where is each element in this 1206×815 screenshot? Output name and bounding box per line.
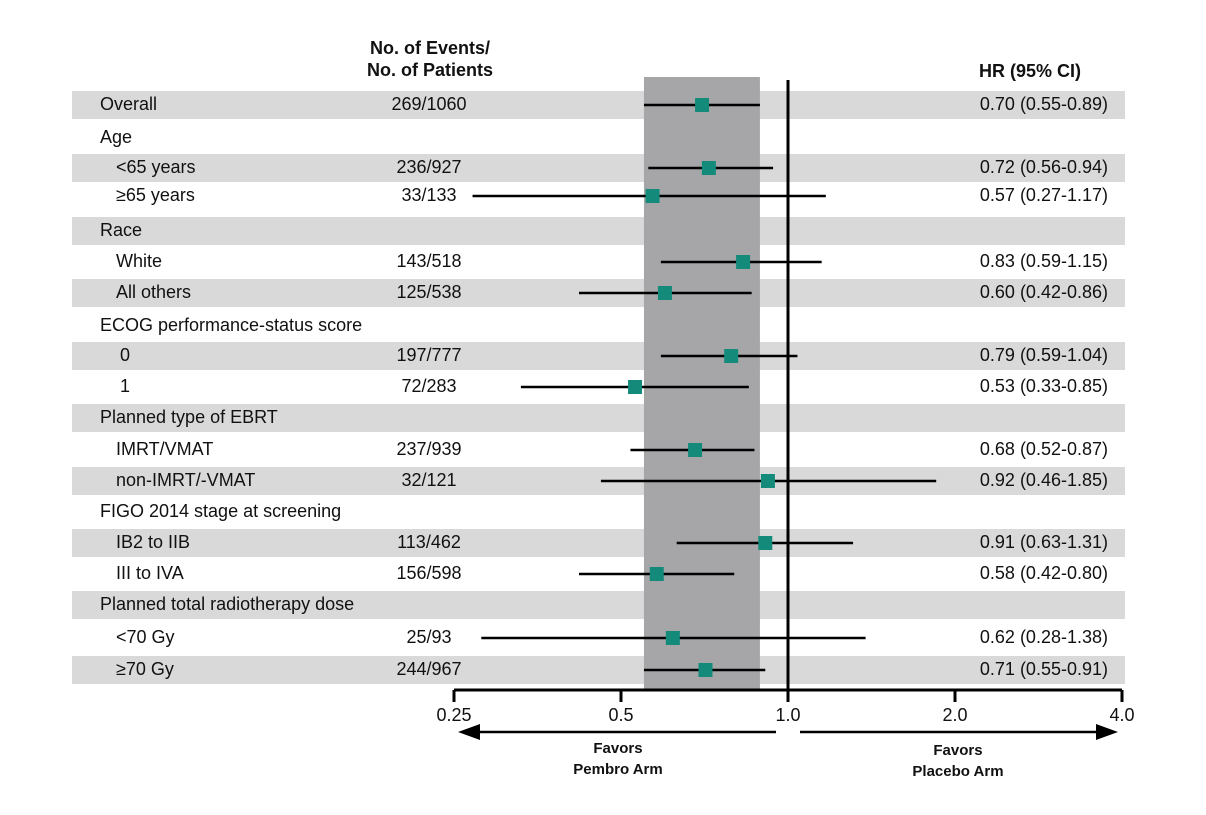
row-band [72, 529, 1125, 557]
events-value: 237/939 [396, 439, 461, 459]
row-band [72, 404, 1125, 432]
overall-ci-region [643, 77, 760, 689]
events-value: 125/538 [396, 282, 461, 302]
row-label: IB2 to IIB [116, 532, 190, 552]
x-tick-label: 4.0 [1109, 705, 1134, 725]
hr-marker [698, 663, 713, 677]
events-header-line2: No. of Patients [366, 60, 493, 80]
events-value: 269/1060 [391, 94, 466, 114]
x-tick-label: 0.5 [608, 705, 633, 725]
events-header-line1: No. of Events/ [369, 38, 490, 58]
row-band [72, 656, 1125, 684]
events-column-header: No. of Events/ No. of Patients [330, 37, 530, 81]
favors-placebo-line2: Placebo Arm [912, 763, 1004, 780]
subgroup-heading: Planned type of EBRT [100, 407, 278, 427]
hr-marker [724, 349, 739, 363]
hr-marker [649, 567, 664, 581]
x-tick-label: 0.25 [436, 705, 471, 725]
subgroup-heading: Planned total radiotherapy dose [100, 594, 354, 614]
hr-ci-value: 0.57 (0.27-1.17) [980, 185, 1108, 205]
hr-marker [665, 631, 680, 645]
hr-marker [695, 98, 710, 112]
row-band [72, 467, 1125, 495]
row-band [72, 217, 1125, 245]
subgroup-heading: Age [100, 127, 132, 147]
favors-placebo-line1: Favors [933, 742, 983, 759]
events-value: 33/133 [401, 185, 456, 205]
row-label: <65 years [116, 157, 196, 177]
row-label: III to IVA [116, 563, 184, 583]
hr-ci-value: 0.79 (0.59-1.04) [980, 345, 1108, 365]
subgroup-heading: ECOG performance-status score [100, 315, 362, 335]
row-label: ≥65 years [116, 185, 195, 205]
row-label: 0 [120, 345, 130, 365]
row-band [72, 154, 1125, 182]
hr-marker [736, 255, 751, 269]
row-label: Overall [100, 94, 157, 114]
events-value: 113/462 [397, 532, 461, 552]
row-band [72, 591, 1125, 619]
hr-ci-value: 0.58 (0.42-0.80) [980, 563, 1108, 583]
row-band [72, 91, 1125, 119]
hr-ci-value: 0.71 (0.55-0.91) [980, 659, 1108, 679]
hr-ci-value: 0.68 (0.52-0.87) [980, 439, 1108, 459]
favors-placebo-label: Favors Placebo Arm [868, 740, 1048, 782]
hr-ci-value: 0.91 (0.63-1.31) [980, 532, 1108, 552]
row-label: non-IMRT/-VMAT [116, 470, 255, 490]
row-label: White [116, 251, 162, 271]
row-label: <70 Gy [116, 627, 175, 647]
events-value: 244/967 [396, 659, 461, 679]
hr-marker [758, 536, 773, 550]
hr-column-header: HR (95% CI) [978, 61, 1081, 81]
events-value: 32/121 [401, 470, 456, 490]
subgroup-heading: FIGO 2014 stage at screening [100, 501, 341, 521]
x-tick-label: 1.0 [775, 705, 800, 725]
events-value: 72/283 [401, 376, 456, 396]
hr-marker [688, 443, 703, 457]
hr-ci-value: 0.83 (0.59-1.15) [980, 251, 1108, 271]
row-band [72, 342, 1125, 370]
hr-marker [657, 286, 672, 300]
hr-marker [628, 380, 643, 394]
hr-ci-value: 0.70 (0.55-0.89) [980, 94, 1108, 114]
hr-marker [760, 474, 775, 488]
hr-marker [701, 161, 716, 175]
hr-marker [645, 189, 660, 203]
favors-pembro-arrowhead [458, 724, 480, 740]
row-label: All others [116, 282, 191, 302]
events-value: 236/927 [396, 157, 461, 177]
events-value: 197/777 [396, 345, 461, 365]
row-label: ≥70 Gy [116, 659, 174, 679]
hr-ci-value: 0.92 (0.46-1.85) [980, 470, 1108, 490]
events-value: 25/93 [406, 627, 451, 647]
hr-ci-value: 0.62 (0.28-1.38) [980, 627, 1108, 647]
events-value: 156/598 [396, 563, 461, 583]
subgroup-heading: Race [100, 220, 142, 240]
favors-pembro-line1: Favors [593, 740, 643, 757]
favors-pembro-line2: Pembro Arm [573, 761, 663, 778]
row-label: IMRT/VMAT [116, 439, 213, 459]
favors-placebo-arrowhead [1096, 724, 1118, 740]
favors-pembro-label: Favors Pembro Arm [528, 738, 708, 780]
hr-ci-value: 0.53 (0.33-0.85) [980, 376, 1108, 396]
hr-ci-value: 0.72 (0.56-0.94) [980, 157, 1108, 177]
events-value: 143/518 [396, 251, 461, 271]
row-label: 1 [120, 376, 130, 396]
x-tick-label: 2.0 [942, 705, 967, 725]
hr-ci-value: 0.60 (0.42-0.86) [980, 282, 1108, 302]
